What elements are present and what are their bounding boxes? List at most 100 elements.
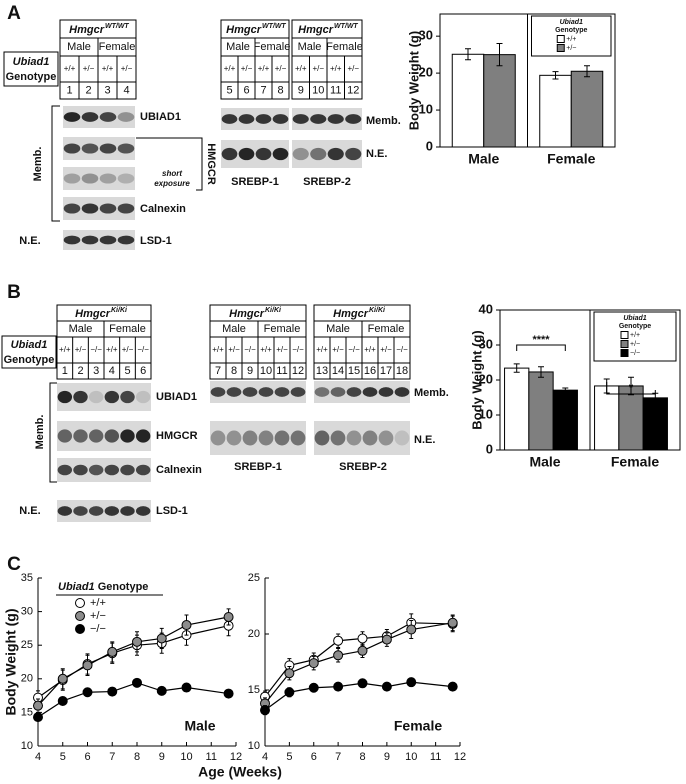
blot-band xyxy=(394,387,410,397)
label: +/+ xyxy=(260,345,272,354)
label: 5 xyxy=(60,751,66,763)
label: Calnexin xyxy=(140,203,186,215)
blot-band xyxy=(327,147,344,161)
label: 15 xyxy=(248,684,260,696)
label: 4 xyxy=(262,751,268,763)
label: 6 xyxy=(311,751,317,763)
label: −/− xyxy=(396,345,408,354)
blot xyxy=(292,108,362,130)
error-bar xyxy=(562,387,569,393)
label: Hmgcr xyxy=(69,24,105,36)
label: Ubiad1 xyxy=(11,339,48,351)
blot-band xyxy=(117,173,135,184)
data-point xyxy=(284,668,295,679)
label: Hmgcr xyxy=(75,308,111,320)
blot-band xyxy=(238,147,255,161)
label: +/+ xyxy=(224,64,236,73)
label: Male xyxy=(226,41,250,53)
sig-bracket xyxy=(516,344,566,351)
label: Memb. xyxy=(366,115,401,127)
data-point xyxy=(333,635,344,646)
blot-band xyxy=(327,114,344,124)
legend-swatch xyxy=(620,349,629,357)
label: N.E. xyxy=(366,148,387,160)
blot-band xyxy=(135,506,151,516)
label: 8 xyxy=(231,365,237,377)
blot-band xyxy=(63,143,81,154)
label: 30 xyxy=(21,606,33,618)
label: LSD-1 xyxy=(140,235,172,247)
legend-swatch xyxy=(620,340,629,348)
label: 20 xyxy=(479,371,493,386)
label: +/− xyxy=(121,64,133,73)
blot-band xyxy=(81,173,99,184)
data-point xyxy=(82,687,93,698)
blot-band xyxy=(292,147,309,161)
blot-band xyxy=(210,387,226,397)
label: 10 xyxy=(312,84,324,96)
label: Male xyxy=(67,41,91,53)
blot xyxy=(221,108,289,130)
blot-band xyxy=(330,387,346,397)
blot-band xyxy=(378,387,394,397)
label: N.E. xyxy=(19,235,40,247)
blot-band xyxy=(292,114,309,124)
blot-band xyxy=(63,235,81,245)
blot-band xyxy=(99,235,117,245)
label: 8 xyxy=(277,84,283,96)
label: 0 xyxy=(426,138,433,153)
label: +/+ xyxy=(295,64,307,73)
legend-swatch xyxy=(556,44,565,52)
data-point xyxy=(308,658,319,669)
label: exposure xyxy=(154,179,190,188)
label: +/+ xyxy=(106,345,118,354)
label: 6 xyxy=(140,365,146,377)
label: N.E. xyxy=(19,505,40,517)
label: +/+ xyxy=(212,345,224,354)
blot-band xyxy=(63,112,81,122)
bracket xyxy=(136,137,203,191)
blot-band xyxy=(117,143,135,154)
blot-band xyxy=(81,112,99,122)
blot xyxy=(57,500,151,522)
blot-band xyxy=(104,464,120,476)
label: 9 xyxy=(384,751,390,763)
data-point xyxy=(260,705,270,716)
blot-band xyxy=(57,390,73,404)
label: 12 xyxy=(230,751,242,763)
blot-band xyxy=(99,143,117,154)
label: 15 xyxy=(348,365,360,377)
blot-band xyxy=(73,506,88,516)
label: 3 xyxy=(104,84,110,96)
label: 10 xyxy=(248,740,260,752)
data-point xyxy=(107,646,118,657)
blot-band xyxy=(117,235,135,245)
label: Hmgcr xyxy=(226,24,262,36)
label: 6 xyxy=(243,84,249,96)
bar xyxy=(528,371,554,451)
data-point xyxy=(181,682,192,693)
blot xyxy=(57,383,151,411)
label: +/− xyxy=(90,610,106,622)
label: C xyxy=(7,554,21,575)
data-point xyxy=(406,677,417,688)
label: +/+ xyxy=(59,345,71,354)
label: +/+ xyxy=(64,64,76,73)
blot-band xyxy=(346,430,362,446)
blot-band xyxy=(88,464,104,476)
blot-band xyxy=(258,430,274,446)
label: Male xyxy=(298,41,322,53)
label: Ki/Ki xyxy=(265,307,282,314)
label: Male xyxy=(468,151,499,167)
label: +/− xyxy=(347,64,359,73)
label: 8 xyxy=(134,751,140,763)
legend-marker xyxy=(75,611,85,621)
label: Male xyxy=(69,323,93,335)
blot-band xyxy=(310,114,327,124)
label: +/− xyxy=(75,345,87,354)
blot-band xyxy=(104,390,120,404)
series-line xyxy=(37,625,229,699)
blot-band xyxy=(99,203,117,214)
blot xyxy=(314,421,410,455)
